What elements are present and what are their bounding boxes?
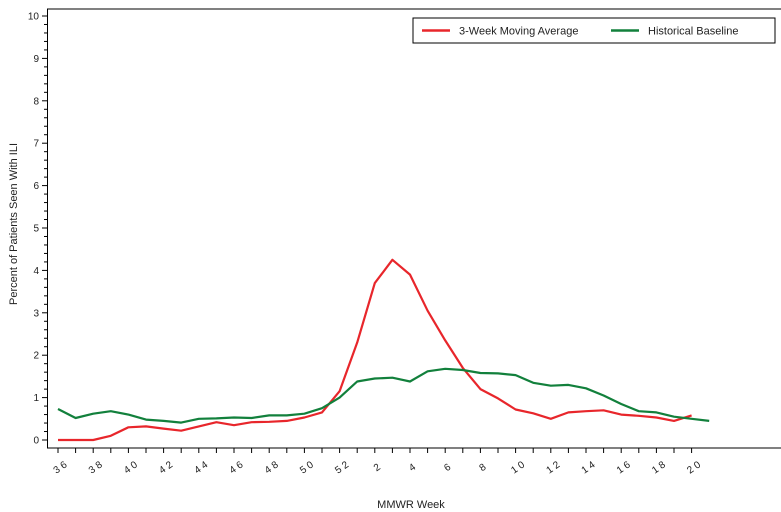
x-axis-title: MMWR Week: [377, 499, 445, 511]
y-tick-label: 3: [33, 308, 39, 319]
x-axis: 3 6 3 8 4 0 4 2 4 4 4 6 4 8 5 0 5 2 2 4 6 8 1 0 1 2 1 4…: [47, 447, 781, 476]
legend: 3-Week Moving Average Historical Baselin…: [412, 17, 776, 44]
series-line-historical-baseline: [57, 367, 710, 424]
y-tick-label: 5: [33, 224, 39, 235]
y-tick-label: 1: [33, 393, 39, 404]
y-tick-label: 7: [33, 139, 39, 150]
legend-label-historical-baseline: Historical Baseline: [648, 26, 738, 38]
series-line-moving-average: [58, 258, 692, 442]
plot-frame: [47, 8, 781, 448]
x-tick-label: 4 0: [122, 459, 140, 476]
y-tick-label: 2: [33, 351, 39, 362]
x-tick-label: 8: [478, 462, 489, 474]
x-tick-label: 4: [407, 462, 418, 474]
y-tick-label: 0: [33, 436, 39, 447]
x-tick-label: 2 0: [685, 459, 703, 476]
y-tick-label: 9: [33, 54, 39, 65]
x-tick-label: 1 0: [509, 459, 527, 476]
x-tick-label: 4 4: [193, 459, 211, 476]
y-axis-title: Percent of Patients Seen With ILI: [8, 143, 20, 305]
series-layer: [57, 258, 710, 442]
x-tick-label: 3 8: [87, 459, 105, 476]
y-tick-label: 10: [28, 12, 40, 23]
x-tick-label: 5 2: [333, 459, 351, 476]
legend-label-moving-average: 3-Week Moving Average: [459, 26, 578, 38]
y-axis: 0 1 2 3 4 5 6 7 8 9 10: [28, 12, 47, 447]
y-tick-label: 6: [33, 181, 39, 192]
x-tick-label: 6: [442, 462, 453, 474]
x-tick-label: 1 8: [650, 459, 668, 476]
x-tick-label: 1 4: [580, 459, 598, 476]
y-tick-label: 8: [33, 96, 39, 107]
x-tick-label: 4 6: [228, 459, 246, 476]
x-tick-label: 5 0: [298, 459, 316, 476]
x-tick-label: 3 6: [52, 459, 70, 476]
y-tick-label: 4: [33, 266, 39, 277]
legend-box: [412, 17, 776, 44]
x-tick-label: 4 2: [157, 459, 175, 476]
x-tick-label: 4 8: [263, 459, 281, 476]
x-tick-label: 1 2: [545, 459, 563, 476]
x-tick-label: 1 6: [615, 459, 633, 476]
x-tick-label: 2: [372, 462, 383, 474]
